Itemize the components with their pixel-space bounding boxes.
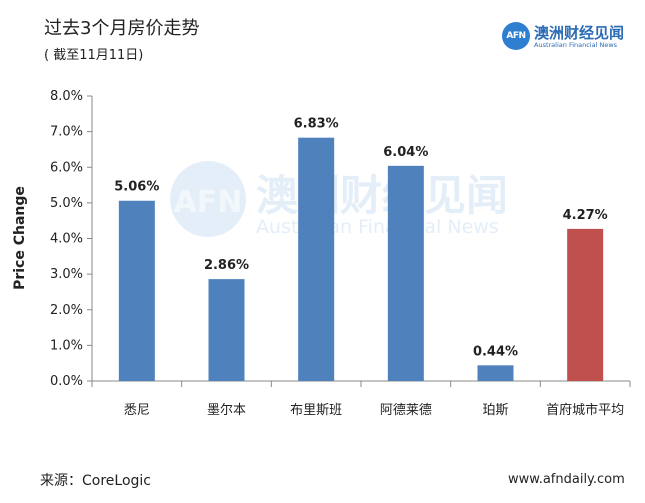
afn-logo: AFN 澳洲财经见闻 Australian Financial News [502,22,632,52]
data-label: 5.06% [114,180,159,195]
bar [118,200,155,381]
bar [567,228,604,381]
watermark-circle [170,161,246,237]
category-label: 首府城市平均 [546,402,624,418]
bars [118,137,604,381]
logo-name-cn: 澳洲财经见闻 [534,24,625,42]
labels: 5.06% 悉尼 2.86% 墨尔本 6.83% 布里斯班 6.04% 阿德莱德 0.44% 珀斯… [114,117,624,418]
bar [298,137,335,381]
category-label: 布里斯班 [290,403,342,418]
y-tick-label: 8.0% [50,89,83,104]
data-label: 6.04% [383,145,428,160]
y-tick-label: 2.0% [50,303,83,318]
y-tick-label: 6.0% [50,160,83,175]
data-label: 6.83% [294,117,339,132]
watermark-name-cn: 澳洲财经见闻 [256,171,508,220]
category-label: 墨尔本 [207,403,246,418]
category-label: 悉尼 [124,403,150,418]
chart-title: 过去3个月房价走势 [44,18,200,39]
y-tick-label: 5.0% [50,196,83,211]
y-tick-label: 4.0% [50,232,83,247]
bar [208,279,245,381]
watermark: AFN 澳洲财经见闻 Australian Financial News [170,161,508,238]
source-note: 来源：CoreLogic [40,473,151,489]
watermark-mark: AFN [174,185,243,220]
bar [387,165,424,381]
y-tick-label: 3.0% [50,267,83,282]
data-label: 0.44% [473,344,518,359]
website-url: www.afndaily.com [508,472,625,487]
y-tick-label: 1.0% [50,338,83,353]
category-label: 阿德莱德 [380,403,432,418]
category-label: 珀斯 [482,403,508,418]
axes: 0.0% 1.0% 2.0% 3.0% 4.0% 5.0% 6.0% 7.0% 8.0% [50,89,631,389]
y-tick-label: 0.0% [50,374,83,389]
bar [477,365,514,381]
data-label: 2.86% [204,258,249,273]
chart-subtitle: ( 截至11月11日) [44,48,144,63]
y-tick-label: 7.0% [50,125,83,140]
watermark-name-en: Australian Financial News [256,216,499,238]
data-label: 4.27% [563,208,608,223]
logo-name-en: Australian Financial News [534,41,618,49]
logo-mark: AFN [502,22,530,50]
